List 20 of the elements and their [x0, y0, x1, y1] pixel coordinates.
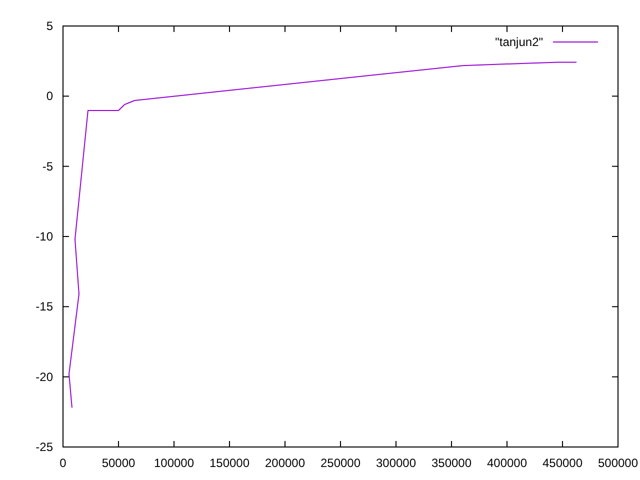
- legend-label: "tanjun2": [495, 35, 543, 49]
- x-tick-label: 100000: [154, 456, 194, 470]
- y-tick-label: -20: [36, 370, 54, 384]
- x-tick-label: 50000: [102, 456, 136, 470]
- x-tick-label: 350000: [431, 456, 472, 470]
- y-tick-label: 0: [46, 89, 54, 104]
- y-tick-label: -25: [36, 440, 54, 454]
- line-series: [68, 62, 577, 408]
- x-tick-label: 200000: [264, 456, 306, 470]
- y-tick-label: -5: [42, 159, 54, 174]
- x-tick-label: 300000: [376, 456, 416, 470]
- y-tick-label: -15: [36, 300, 54, 314]
- x-tick-label: 400000: [486, 456, 528, 470]
- x-tick-label: 150000: [209, 456, 250, 470]
- x-tick-label: 250000: [320, 456, 361, 470]
- x-tick-label: 0: [60, 456, 67, 470]
- x-tick-label: 500000: [598, 456, 638, 470]
- y-tick-label: -10: [36, 230, 54, 244]
- y-tick-label: 5: [46, 19, 54, 33]
- x-tick-label: 450000: [542, 456, 583, 470]
